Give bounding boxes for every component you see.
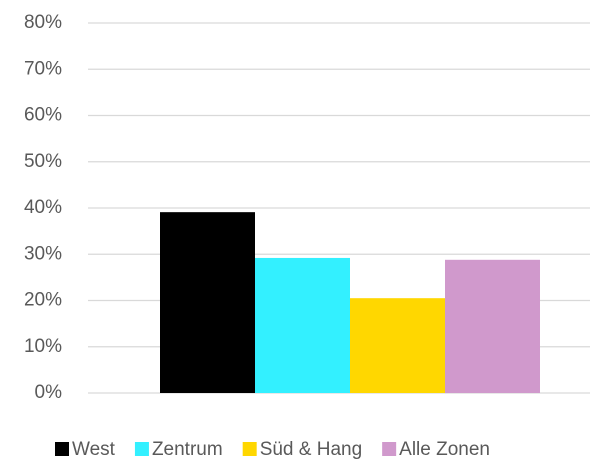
y-tick-label: 20% [24, 290, 62, 311]
bar [445, 259, 540, 393]
y-tick-label: 30% [24, 243, 62, 264]
legend-label: Zentrum [152, 439, 223, 460]
y-tick-label: 70% [24, 58, 62, 79]
y-tick-label: 80% [24, 12, 62, 33]
legend-swatch [134, 442, 149, 456]
y-tick-label: 10% [24, 336, 62, 357]
y-tick-label: 50% [24, 151, 62, 172]
bar [255, 257, 350, 393]
y-tick-label: 40% [24, 197, 62, 218]
y-tick-label: 60% [24, 105, 62, 126]
legend-label: Süd & Hang [260, 439, 362, 460]
legend-swatch [242, 442, 257, 456]
bar [350, 298, 445, 393]
bar [160, 212, 255, 393]
legend-label: West [72, 439, 116, 460]
y-tick-label: 0% [35, 382, 63, 403]
legend-swatch [55, 442, 69, 456]
legend-swatch [382, 442, 397, 456]
legend-label: Alle Zonen [399, 439, 490, 460]
